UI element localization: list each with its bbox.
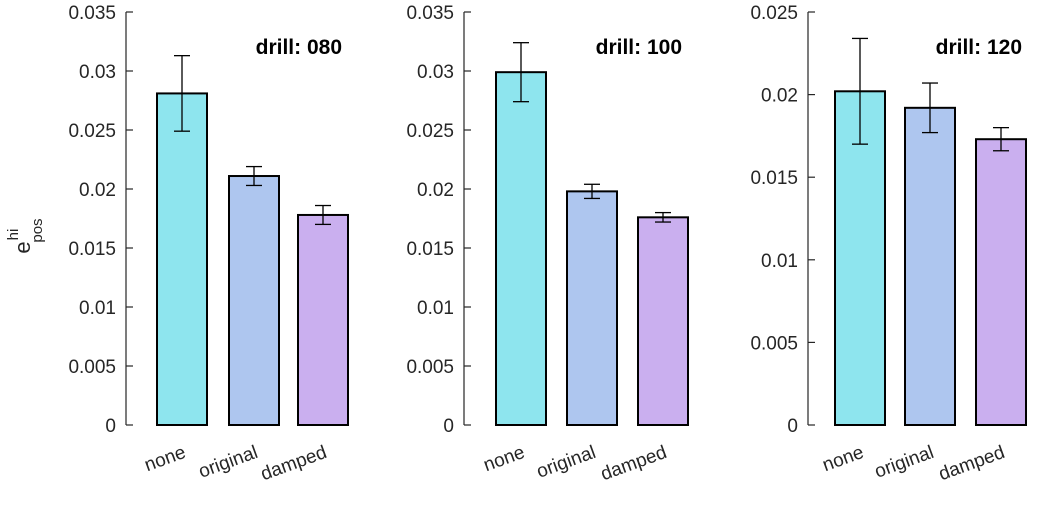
y-tick-label: 0.025 (750, 3, 798, 24)
y-tick-label: 0 (787, 416, 798, 437)
x-tick-label-none: none (142, 442, 189, 476)
y-tick-label: 0.035 (68, 3, 116, 24)
error-bar-original (584, 183, 600, 200)
y-axis-label: ehi pos (5, 218, 46, 253)
y-tick-label: 0 (443, 416, 454, 437)
chart-title: drill: 100 (596, 36, 682, 59)
error-bar-none (513, 42, 529, 103)
bar-original (228, 175, 280, 426)
bar-none (495, 71, 547, 427)
y-tick-label: 0.03 (417, 62, 454, 83)
y-tick-label: 0.02 (761, 86, 798, 107)
error-bar-none (852, 37, 868, 145)
y-tick-label: 0.025 (406, 121, 454, 142)
y-tick-label: 0.01 (79, 298, 116, 319)
chart-title: drill: 080 (256, 36, 342, 59)
error-bar-none (174, 55, 190, 132)
x-tick-label-original: original (196, 442, 261, 483)
x-tick-label-none: none (820, 442, 867, 476)
bar-none (156, 92, 208, 426)
y-tick-label: 0.01 (761, 251, 798, 272)
y-tick-label: 0.02 (417, 180, 454, 201)
x-tick-label-damped: damped (258, 442, 330, 485)
y-tick-label: 0.015 (68, 239, 116, 260)
panel-drill-120: 0 0.005 0.01 0.015 0.02 0.025 none original damp… (750, 3, 1027, 485)
y-tick-label: 0.025 (68, 121, 116, 142)
x-tick-label-original: original (872, 442, 937, 483)
bar-none (834, 90, 886, 427)
bar-damped (297, 213, 349, 426)
y-tick-label: 0.035 (406, 3, 454, 24)
y-tick-label: 0.005 (406, 357, 454, 378)
y-tick-label: 0 (105, 416, 116, 437)
y-axis-label-subscript: pos (29, 218, 46, 242)
y-tick-label: 0.03 (79, 62, 116, 83)
y-tick-label: 0.005 (68, 357, 116, 378)
bar-damped (637, 216, 689, 426)
x-tick-label-damped: damped (936, 442, 1008, 485)
panel-drill-080: 0 0.005 0.01 0.015 0.02 0.025 0.03 0.035 none ori… (68, 3, 349, 485)
error-bar-damped (993, 126, 1009, 152)
error-bar-original (922, 82, 938, 134)
panel-drill-100: 0 0.005 0.01 0.015 0.02 0.025 0.03 0.035 none ori… (406, 3, 689, 485)
y-tick-label: 0.015 (750, 168, 798, 189)
bar-original (566, 190, 618, 426)
y-tick-label: 0.015 (406, 239, 454, 260)
y-axis-label-superscript: hi (5, 229, 22, 241)
error-bar-damped (315, 204, 331, 226)
x-tick-label-none: none (481, 442, 528, 476)
error-bar-damped (655, 211, 671, 223)
y-tick-label: 0.01 (417, 298, 454, 319)
chart-title: drill: 120 (936, 36, 1022, 59)
y-tick-label: 0.02 (79, 180, 116, 201)
x-tick-label-original: original (534, 442, 599, 483)
bar-damped (975, 138, 1027, 426)
bar-original (904, 106, 956, 426)
y-tick-label: 0.005 (750, 333, 798, 354)
x-tick-label-damped: damped (598, 442, 670, 485)
error-bar-original (246, 165, 262, 187)
y-axis-label-base: e (10, 241, 35, 253)
